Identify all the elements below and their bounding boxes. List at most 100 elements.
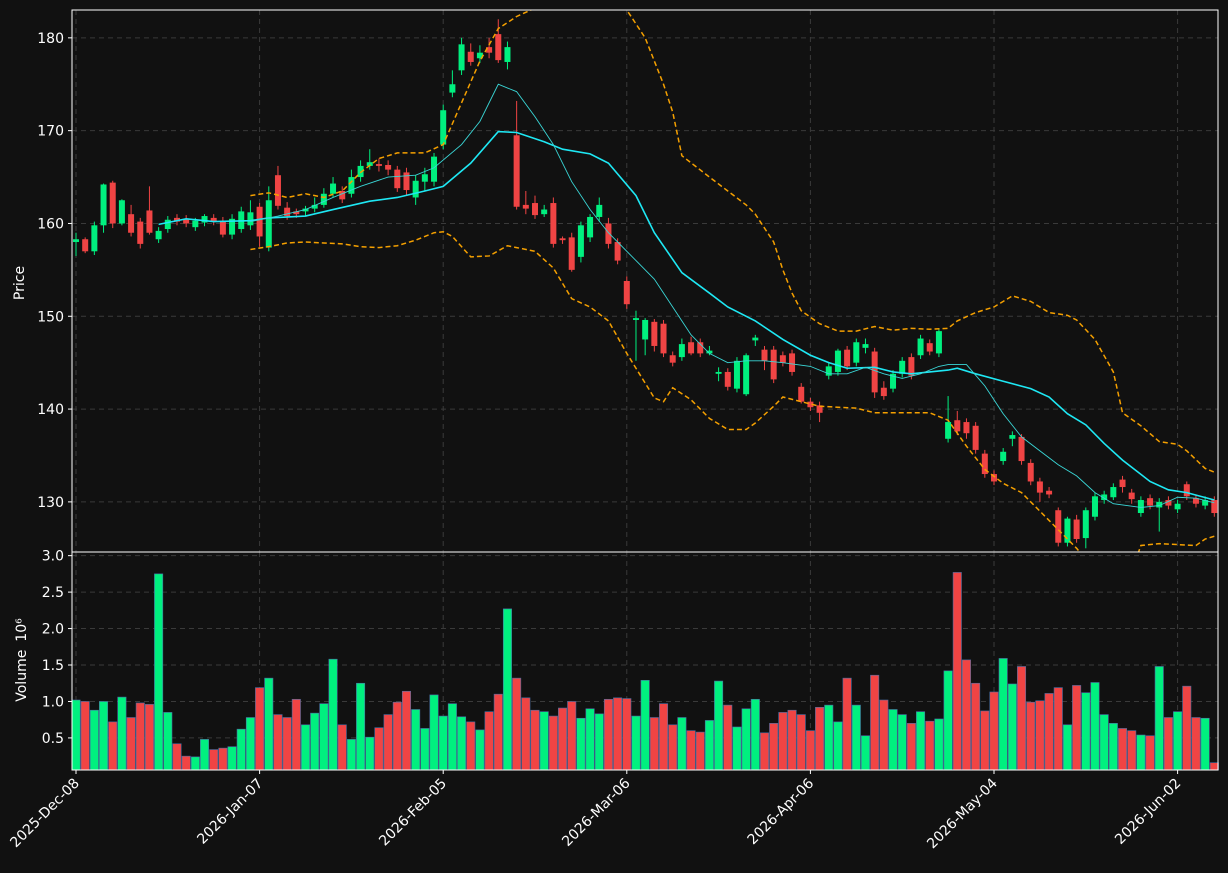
candle-body (1156, 501, 1163, 508)
candle-body (118, 200, 125, 224)
volume-bar (824, 704, 834, 771)
volume-bar (420, 728, 430, 771)
candle-body (715, 371, 722, 374)
candle-body (219, 220, 226, 235)
volume-bar (567, 701, 577, 771)
volume-bar (383, 714, 393, 771)
volume-bar (1072, 685, 1082, 771)
candle-body (678, 344, 685, 358)
candle-body (1192, 498, 1199, 504)
candle-body (1000, 451, 1007, 462)
volume-bar (135, 702, 145, 771)
candle-body (981, 453, 988, 475)
volume-bar (154, 573, 164, 771)
candle-body (109, 182, 116, 224)
volume-bar (144, 704, 154, 771)
candle-body (587, 216, 594, 238)
volume-bar (245, 717, 255, 771)
candle-body (366, 162, 373, 166)
volume-bar (1127, 730, 1137, 771)
volume-bar (613, 697, 623, 771)
y-tick-label: 2.0 (42, 622, 64, 638)
candle-body (623, 281, 630, 305)
candle-body (908, 357, 915, 376)
candle-body (449, 84, 456, 93)
candle-body (293, 211, 300, 215)
candle-body (697, 342, 704, 354)
volume-bar (99, 701, 109, 771)
candle-body (183, 218, 190, 224)
candle-body (1202, 500, 1209, 506)
volume-bar (759, 732, 769, 771)
candle-body (330, 183, 337, 194)
volume-bar (1007, 683, 1017, 771)
volume-bar (659, 703, 669, 771)
volume-bar (521, 697, 531, 771)
candle-body (761, 349, 768, 361)
volume-bar (291, 698, 301, 771)
line-layer (158, 10, 1215, 552)
candle-body (1064, 518, 1071, 543)
candle-body (972, 425, 979, 450)
candle-body (706, 350, 713, 354)
volume-bar (934, 718, 944, 771)
candle-body (504, 47, 511, 62)
volume-bar (1053, 687, 1063, 771)
volume-bar (328, 658, 338, 771)
volume-bar (851, 704, 861, 771)
candle-body (853, 342, 860, 363)
volume-bar (539, 711, 549, 771)
candle-body (596, 204, 603, 217)
candle-body (100, 184, 107, 226)
volume-bar (585, 708, 595, 771)
candle-body (73, 239, 79, 243)
candle-body (348, 177, 355, 194)
volume-bar (1145, 735, 1155, 771)
candle-body (1036, 481, 1043, 493)
volume-bar (668, 724, 678, 771)
volume-bar (1154, 666, 1164, 771)
candle-body (880, 387, 887, 397)
candle-body (926, 343, 933, 352)
candle-body (733, 360, 740, 389)
candle-body (541, 209, 548, 215)
volume-bar (1209, 762, 1219, 771)
candle-body (532, 203, 538, 216)
candle-body (1027, 462, 1034, 482)
volume-bar (906, 723, 916, 771)
candle-body (660, 323, 667, 354)
y-tick-label: 1.0 (42, 694, 64, 710)
candle-body (1165, 500, 1172, 506)
volume-bar (457, 716, 467, 771)
volume-bar (1017, 666, 1027, 771)
volume-bar (181, 755, 191, 771)
volume-bar (925, 720, 935, 771)
indicator-line (250, 231, 1215, 552)
volume-bar (888, 709, 898, 771)
candle-body (274, 175, 281, 206)
volume-bar (493, 693, 503, 771)
volume-bar (273, 714, 283, 771)
indicator-line (250, 83, 1215, 508)
candle-body (642, 319, 649, 340)
volume-bar (1090, 682, 1100, 771)
volume-bar (916, 711, 926, 771)
candle-body (486, 47, 493, 53)
candle-body (743, 355, 750, 395)
candle-body (1110, 487, 1117, 498)
y-tick-label: 3.0 (42, 549, 64, 565)
volume-bar (319, 703, 329, 771)
volume-bar (190, 756, 200, 771)
candle-body (403, 172, 410, 191)
volume-bar (805, 730, 815, 771)
candle-body (1211, 500, 1218, 514)
volume-bar (300, 724, 310, 771)
candle-body (568, 237, 575, 270)
volume-bar (236, 728, 246, 771)
volume-bar (1173, 711, 1183, 771)
volume-bar (1081, 692, 1091, 771)
volume-bar (218, 747, 228, 771)
candle-body (155, 230, 162, 240)
volume-label: Volume (14, 650, 30, 702)
candle-body (807, 401, 814, 408)
